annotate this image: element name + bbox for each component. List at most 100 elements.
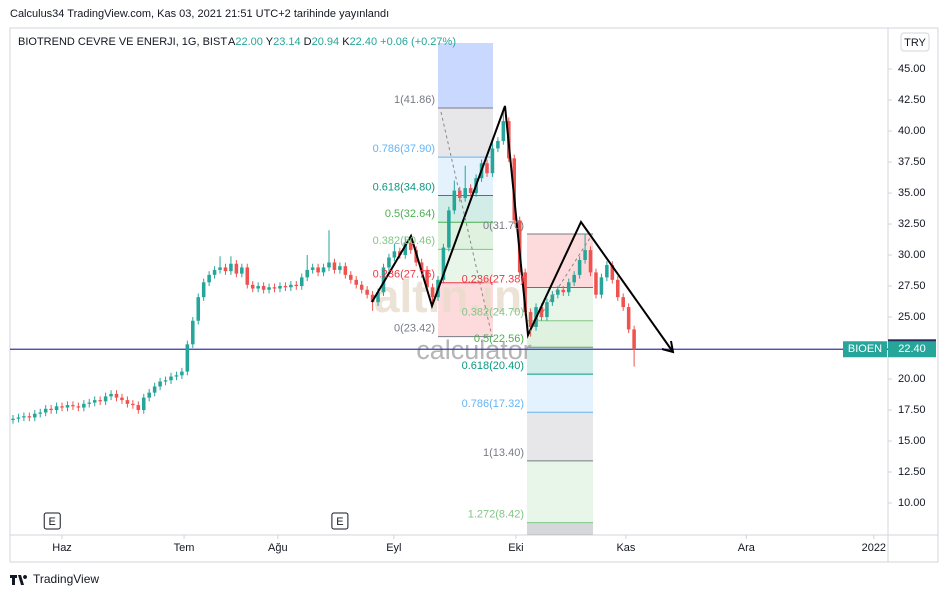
x-tick-label: Ağu (268, 542, 288, 554)
fib-zone (527, 320, 593, 348)
candle-body (408, 242, 413, 251)
y-tick-label: 40.00 (898, 125, 926, 137)
candle-body (98, 400, 102, 402)
stat-value: 20.94 (312, 36, 340, 48)
candle-body (490, 148, 495, 174)
candle-body (174, 375, 179, 377)
candle-body (332, 262, 337, 270)
candle-body (125, 400, 130, 404)
candle-body (141, 397, 146, 411)
candle-body (556, 289, 560, 295)
candle-body (33, 413, 37, 418)
fib-trend-line (440, 111, 492, 333)
fib-label: 1(13.40) (483, 447, 524, 459)
candle-body (376, 292, 380, 303)
fib-label: 0.5(22.56) (474, 333, 524, 345)
candle-body (11, 418, 15, 420)
y-tick-label: 45.00 (898, 63, 926, 75)
candle-body (523, 272, 527, 313)
candle-body (583, 250, 587, 260)
candle-body (180, 371, 184, 376)
y-tick-label: 20.00 (898, 373, 926, 385)
fib-zone (438, 107, 493, 158)
fib-zone (527, 412, 593, 461)
candle-body (496, 140, 500, 149)
candle-body (60, 406, 64, 408)
footer-logo: TradingView (10, 572, 99, 586)
candle-body (447, 210, 451, 248)
stat-name: A (228, 36, 236, 48)
fib-label: 0.236(27.76) (373, 269, 435, 281)
candle-body (387, 257, 391, 268)
y-tick-label: 35.00 (898, 187, 926, 199)
candle-body (425, 269, 429, 288)
candle-body (485, 163, 489, 174)
candle-body (338, 266, 342, 270)
candle-body (136, 405, 141, 411)
candle-body (191, 320, 195, 345)
stat-value: 23.14 (273, 36, 301, 48)
candle-body (212, 269, 217, 275)
candle-body (240, 267, 244, 274)
candle-body (539, 307, 544, 318)
candle-body (566, 282, 571, 293)
candle-body (310, 267, 315, 270)
stat-value: +0.06 (+0.27%) (380, 36, 456, 48)
candle-body (71, 405, 75, 407)
candle-body (27, 416, 32, 418)
y-tick-label: 10.00 (898, 497, 926, 509)
event-marker (331, 512, 349, 530)
x-tick-label: Eyl (386, 542, 401, 554)
candle-body (365, 289, 369, 295)
y-tick-label: 25.00 (898, 311, 926, 323)
candle-body (147, 392, 151, 398)
fib-extension-zone (438, 43, 493, 108)
fib-label: 0.786(17.32) (462, 398, 524, 410)
candle-body (572, 274, 576, 283)
last-price-box (888, 341, 936, 358)
candle-body (283, 286, 288, 288)
candle-body (169, 376, 173, 381)
fib-label: 1.272(8.42) (468, 509, 524, 521)
candle-body (441, 247, 446, 280)
candle-body (196, 297, 201, 321)
fib-label: 1(41.86) (394, 94, 435, 106)
candle-body (430, 287, 435, 298)
candle-body (261, 286, 266, 290)
candle-body (278, 286, 282, 289)
candle-body (452, 190, 457, 211)
x-tick-label: 2022 (862, 542, 886, 554)
symbol-label: BIOEN (848, 343, 882, 355)
y-tick-label: 27.50 (898, 280, 926, 292)
watermark-logo: altın.in (374, 270, 522, 322)
fib-trend-line (529, 237, 591, 333)
frame (9, 27, 939, 563)
candle-body (599, 277, 604, 295)
candle-body (468, 188, 473, 194)
candle-body (256, 286, 260, 289)
x-tick-label: Tem (174, 542, 195, 554)
event-label: E (49, 516, 56, 528)
candle-body (267, 287, 271, 290)
candle-body (272, 287, 277, 289)
x-tick-label: Eki (508, 542, 523, 554)
candle-body (185, 344, 190, 372)
candle-body (299, 277, 304, 287)
candle-body (131, 403, 135, 406)
drawing (371, 105, 675, 354)
y-tick-label: 12.50 (898, 466, 926, 478)
fib-zone (438, 282, 493, 337)
watermark: altın.in calculator (374, 270, 532, 365)
watermark-text: calculator (416, 335, 532, 365)
candle-body (381, 267, 386, 293)
fib-label: 0.382(30.46) (373, 235, 435, 247)
fib-label: 0.236(27.38) (462, 273, 524, 285)
y-tick-label: 30.00 (898, 249, 926, 261)
y-tick-label: 37.50 (898, 156, 926, 168)
candle-body (87, 402, 92, 404)
candle-body (528, 312, 533, 327)
candle-body (349, 274, 353, 280)
candle-body (605, 264, 609, 278)
stat-name: D (304, 36, 312, 48)
